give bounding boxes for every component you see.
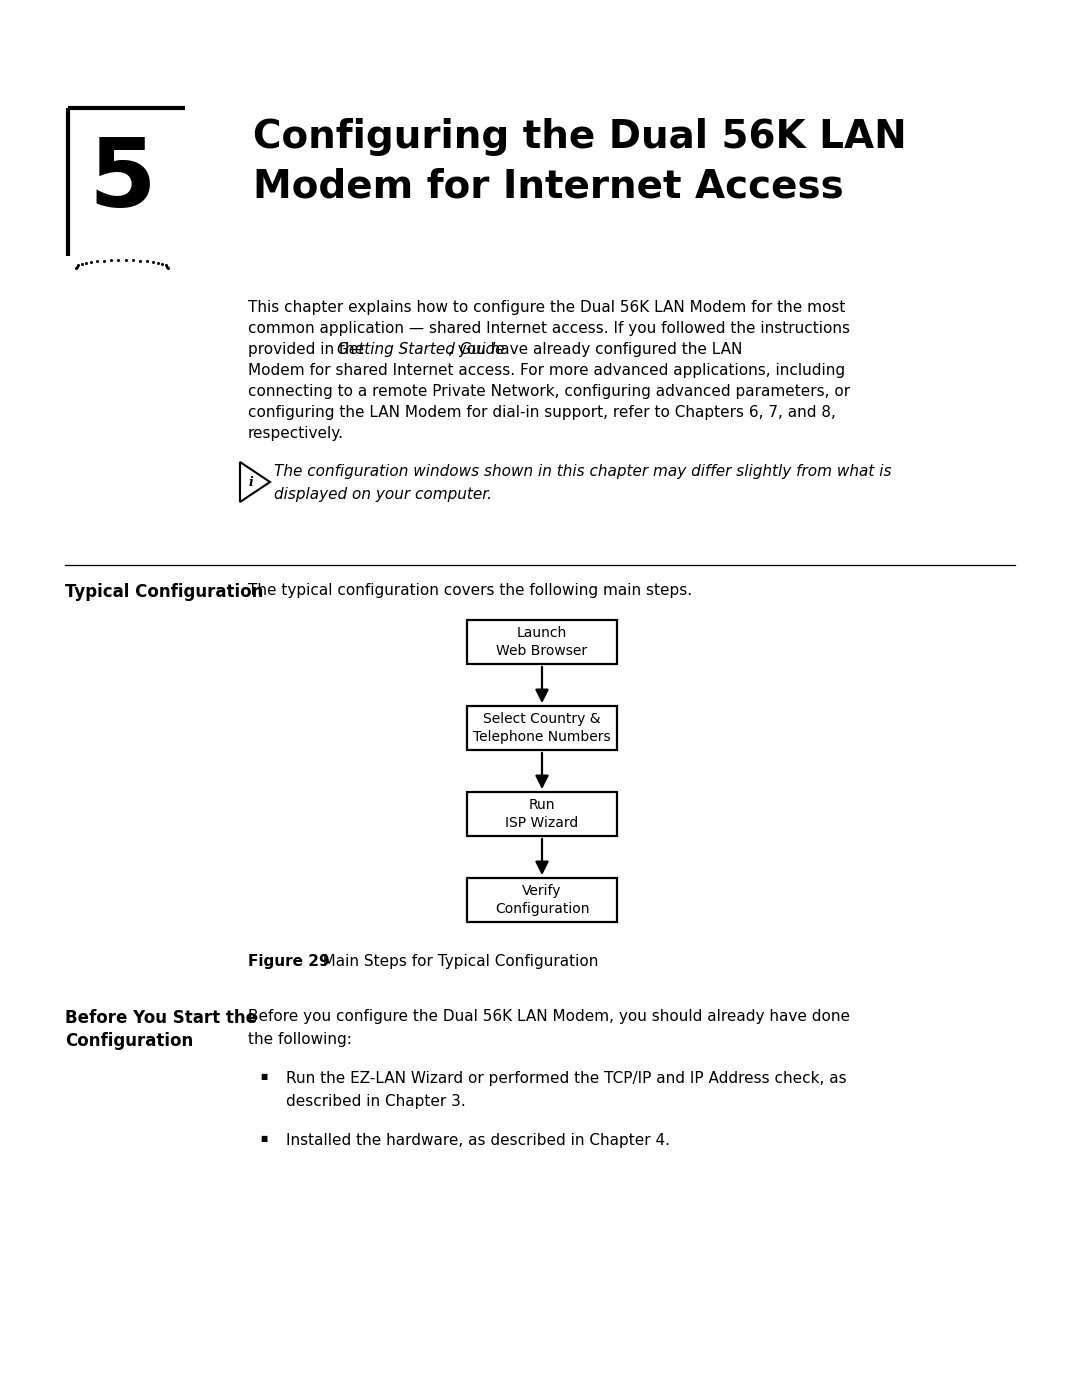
Text: Before you configure the Dual 56K LAN Modem, you should already have done: Before you configure the Dual 56K LAN Mo… — [248, 1009, 850, 1024]
Text: connecting to a remote Private Network, configuring advanced parameters, or: connecting to a remote Private Network, … — [248, 384, 850, 400]
Text: Run: Run — [529, 798, 555, 812]
Text: ISP Wizard: ISP Wizard — [505, 816, 579, 830]
FancyBboxPatch shape — [467, 792, 617, 835]
Text: Configuring the Dual 56K LAN: Configuring the Dual 56K LAN — [253, 117, 907, 156]
Text: Figure 29: Figure 29 — [248, 954, 329, 970]
Text: This chapter explains how to configure the Dual 56K LAN Modem for the most: This chapter explains how to configure t… — [248, 300, 846, 314]
FancyBboxPatch shape — [467, 705, 617, 750]
Text: Installed the hardware, as described in Chapter 4.: Installed the hardware, as described in … — [286, 1133, 670, 1148]
Text: respectively.: respectively. — [248, 426, 345, 441]
Text: configuring the LAN Modem for dial-in support, refer to Chapters 6, 7, and 8,: configuring the LAN Modem for dial-in su… — [248, 405, 836, 420]
Text: Getting Started Guide: Getting Started Guide — [337, 342, 504, 358]
Text: 5: 5 — [89, 134, 156, 226]
Text: Configuration: Configuration — [495, 902, 590, 916]
Text: Launch: Launch — [517, 626, 567, 640]
Text: The typical configuration covers the following main steps.: The typical configuration covers the fol… — [248, 583, 692, 598]
Text: Select Country &: Select Country & — [483, 712, 600, 726]
Text: Main Steps for Typical Configuration: Main Steps for Typical Configuration — [308, 954, 598, 970]
Text: Run the EZ-LAN Wizard or performed the TCP/IP and IP Address check, as: Run the EZ-LAN Wizard or performed the T… — [286, 1071, 847, 1085]
FancyBboxPatch shape — [467, 620, 617, 664]
FancyBboxPatch shape — [467, 877, 617, 922]
Text: Typical Configuration: Typical Configuration — [65, 583, 264, 601]
Text: Modem for Internet Access: Modem for Internet Access — [253, 168, 843, 205]
Text: ■: ■ — [260, 1071, 268, 1080]
Text: common application — shared Internet access. If you followed the instructions: common application — shared Internet acc… — [248, 321, 850, 337]
Text: Web Browser: Web Browser — [497, 644, 588, 658]
Text: Verify: Verify — [523, 884, 562, 898]
Text: Telephone Numbers: Telephone Numbers — [473, 731, 611, 745]
Text: Before You Start the: Before You Start the — [65, 1009, 257, 1027]
Text: displayed on your computer.: displayed on your computer. — [274, 488, 492, 502]
Text: , you have already configured the LAN: , you have already configured the LAN — [447, 342, 742, 358]
Text: Modem for shared Internet access. For more advanced applications, including: Modem for shared Internet access. For mo… — [248, 363, 846, 379]
Text: described in Chapter 3.: described in Chapter 3. — [286, 1094, 465, 1109]
Text: the following:: the following: — [248, 1032, 352, 1046]
Text: The configuration windows shown in this chapter may differ slightly from what is: The configuration windows shown in this … — [274, 464, 891, 479]
Text: i: i — [248, 475, 254, 489]
Text: ■: ■ — [260, 1133, 268, 1143]
Text: Configuration: Configuration — [65, 1032, 193, 1051]
Text: provided in the: provided in the — [248, 342, 369, 358]
